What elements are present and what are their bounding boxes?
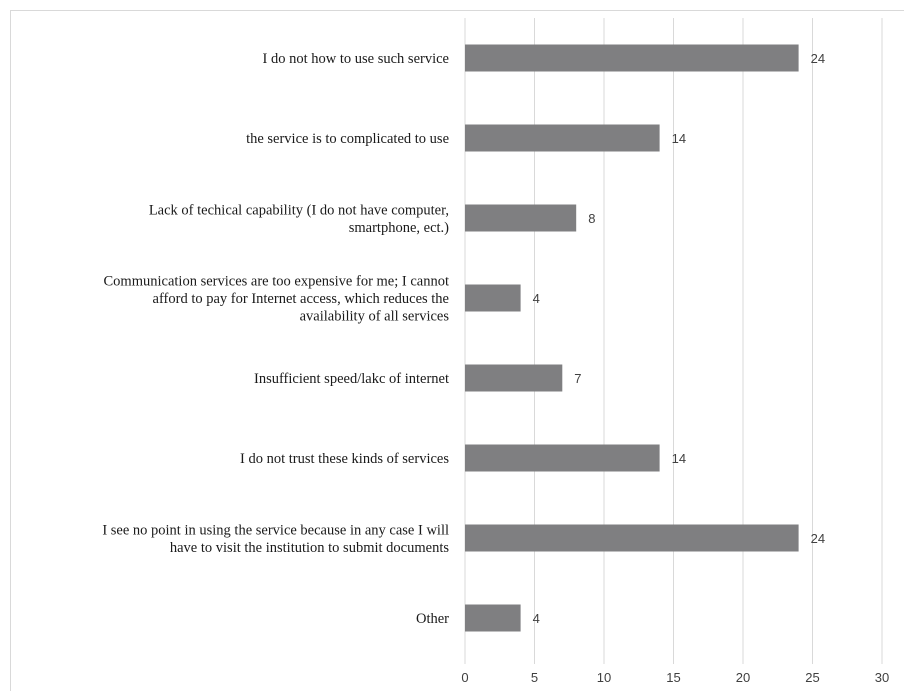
category-label: Insufficient speed/lakc of internet <box>254 371 449 387</box>
category-label: smartphone, ect.) <box>349 220 449 236</box>
category-label: have to visit the institution to submit … <box>170 540 449 556</box>
category-label: I see no point in using the service beca… <box>102 522 449 538</box>
category-label: Other <box>416 611 449 627</box>
chart-frame <box>10 10 904 691</box>
x-tick-label: 30 <box>875 670 889 685</box>
bar <box>465 124 660 152</box>
bar <box>465 44 799 72</box>
category-label: Communication services are too expensive… <box>104 274 449 290</box>
bar <box>465 284 521 312</box>
data-label: 4 <box>533 611 540 626</box>
data-label: 14 <box>672 451 686 466</box>
bar <box>465 444 660 472</box>
data-label: 24 <box>811 51 825 66</box>
data-label: 24 <box>811 531 825 546</box>
bar <box>465 364 563 392</box>
category-label: Lack of techical capability (I do not ha… <box>149 202 449 218</box>
data-label: 7 <box>574 371 581 386</box>
x-tick-label: 15 <box>666 670 680 685</box>
x-tick-label: 10 <box>597 670 611 685</box>
category-label: availability of all services <box>300 309 450 325</box>
bar <box>465 204 577 232</box>
category-label: afford to pay for Internet access, which… <box>153 291 449 307</box>
x-tick-label: 5 <box>531 670 538 685</box>
bar <box>465 604 521 632</box>
category-label: the service is to complicated to use <box>246 131 449 147</box>
x-tick-label: 20 <box>736 670 750 685</box>
x-tick-label: 25 <box>805 670 819 685</box>
data-label: 14 <box>672 131 686 146</box>
data-label: 8 <box>588 211 595 226</box>
x-tick-label: 0 <box>461 670 468 685</box>
bar <box>465 524 799 552</box>
data-label: 4 <box>533 291 540 306</box>
category-label: I do not trust these kinds of services <box>240 451 449 467</box>
category-label: I do not how to use such service <box>263 51 449 67</box>
